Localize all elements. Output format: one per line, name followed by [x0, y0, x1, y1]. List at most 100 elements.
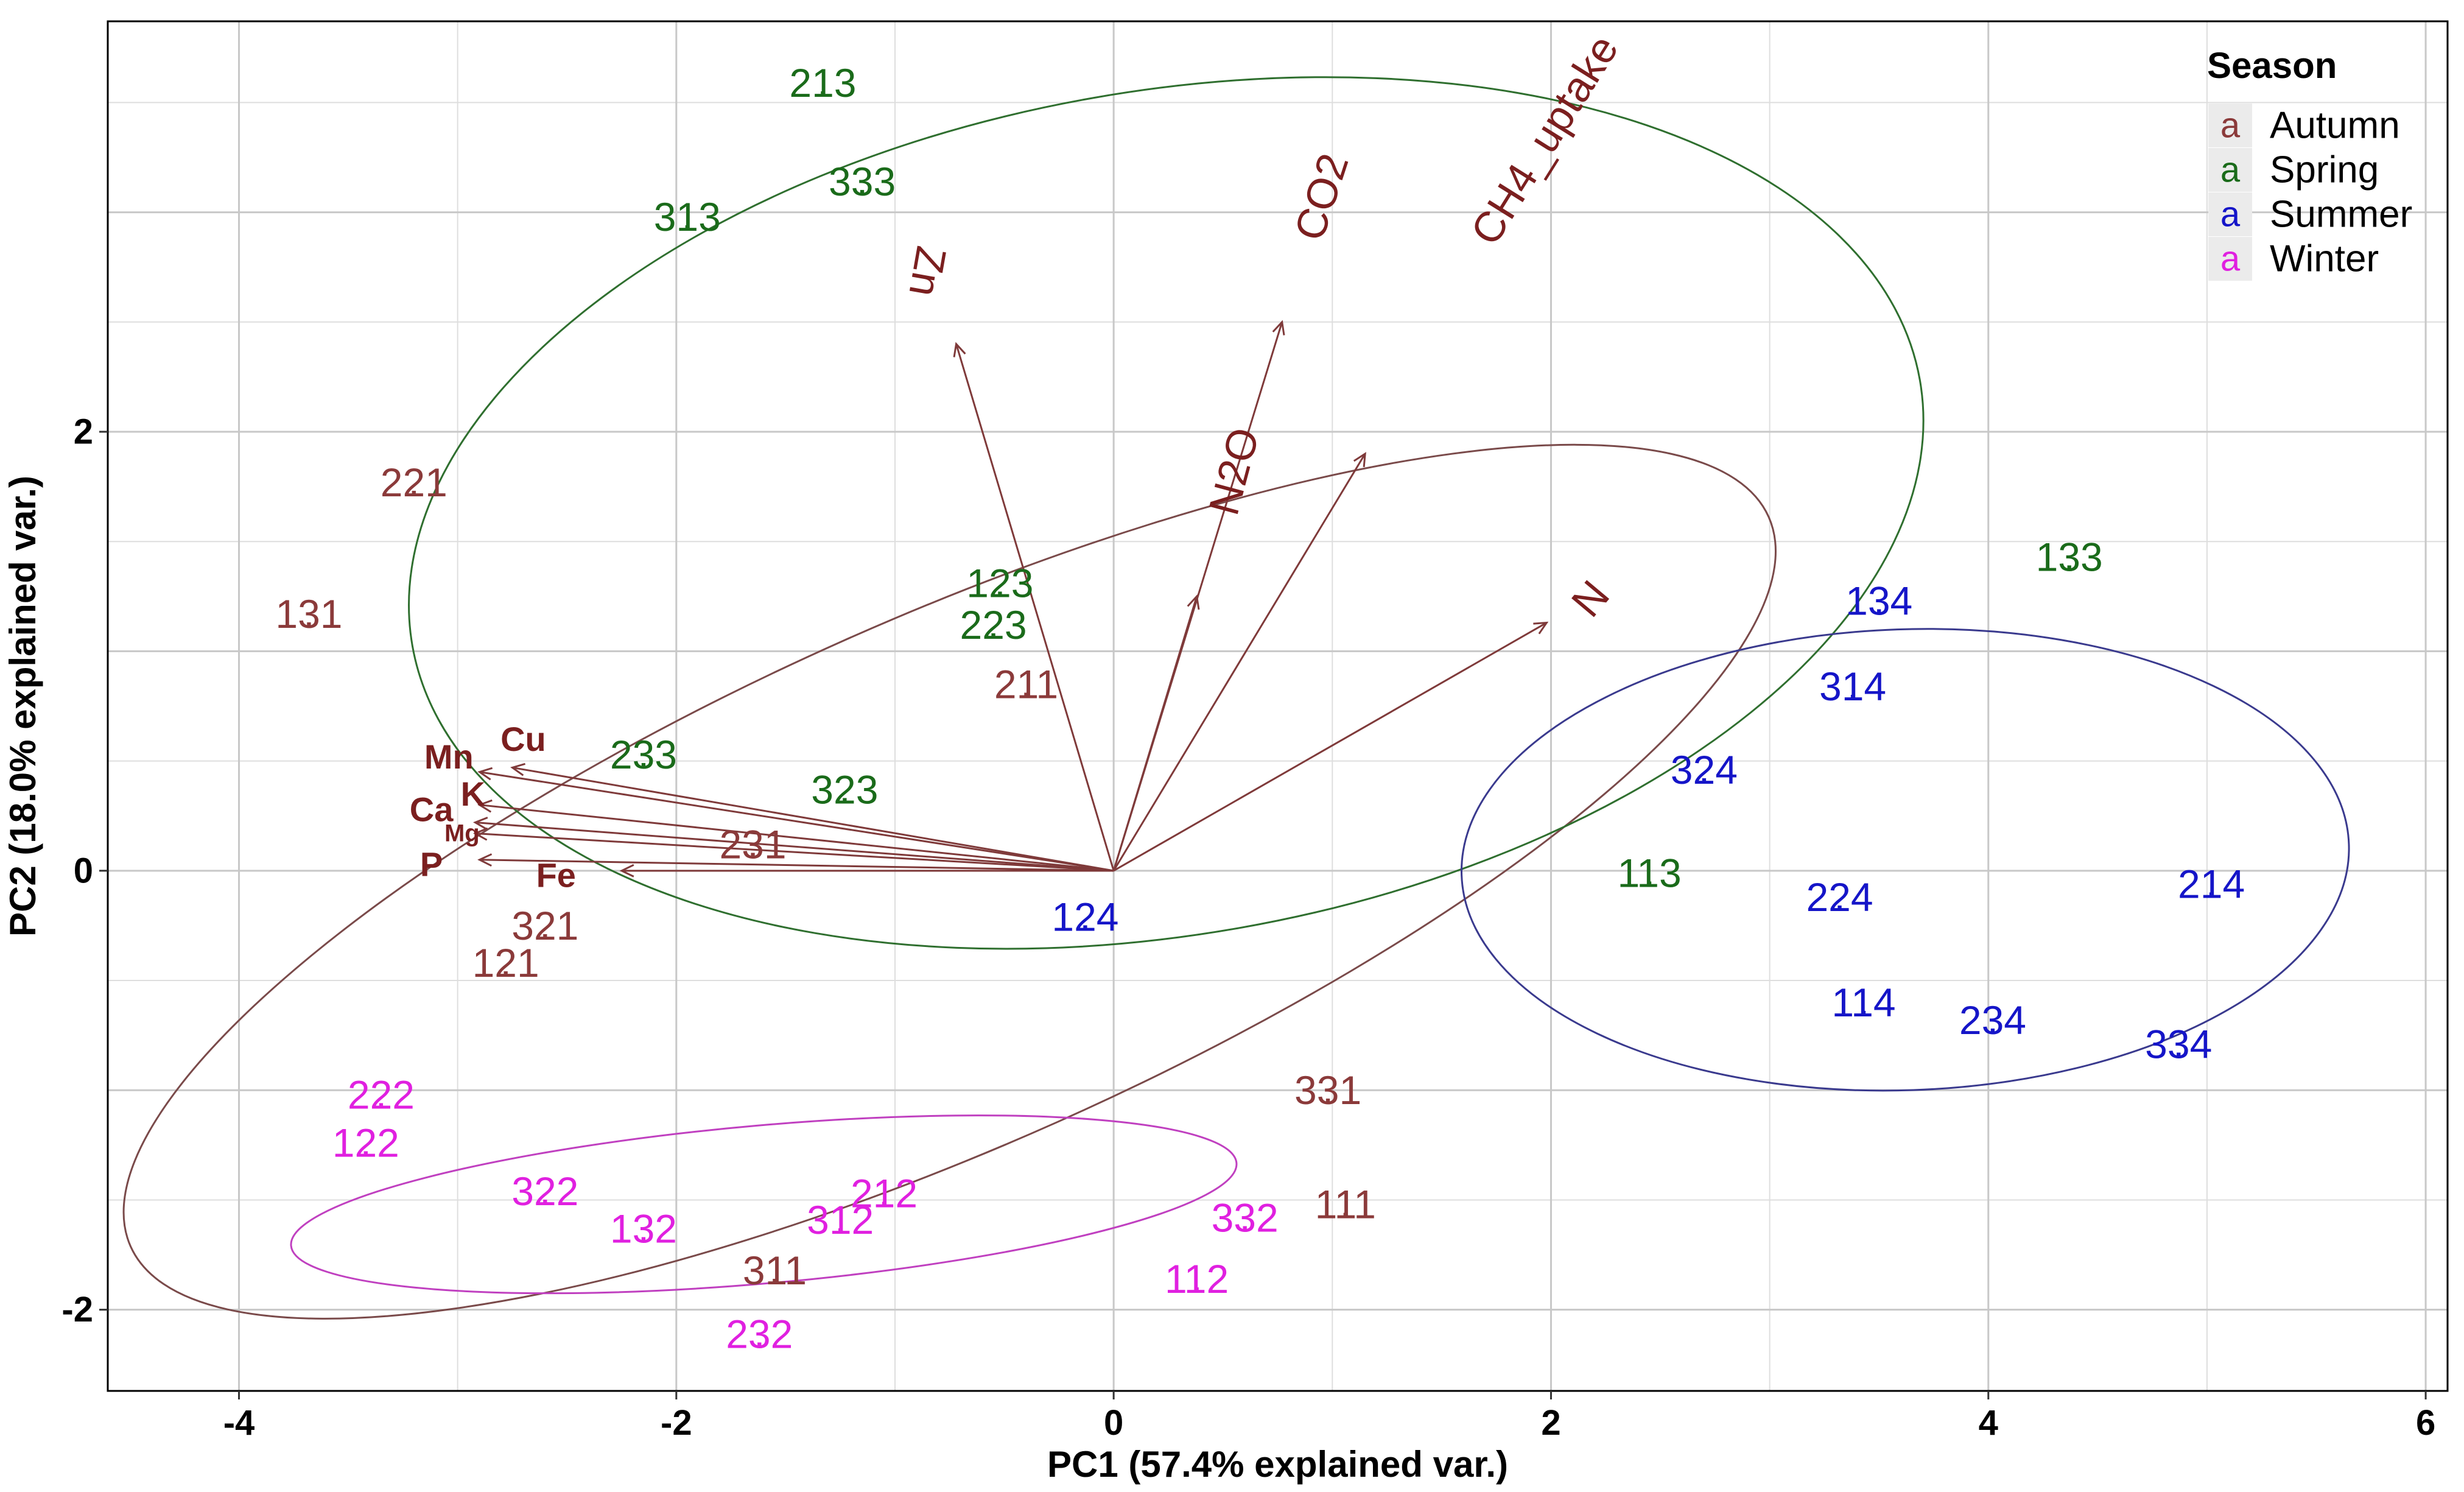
point-label-112: 112 — [1165, 1256, 1229, 1301]
point-marker: . — [539, 902, 550, 947]
point-marker: . — [1644, 849, 1655, 894]
point-label-333: 333 — [829, 159, 896, 204]
point-marker: . — [1079, 893, 1090, 938]
point-marker: . — [500, 939, 511, 984]
loading-label-mn: Mn — [424, 737, 474, 776]
loading-arrow-k — [479, 804, 1114, 872]
point-marker: . — [754, 1310, 765, 1355]
point-marker: . — [2206, 860, 2217, 905]
point-marker: . — [638, 1205, 649, 1250]
point-marker: . — [1239, 1194, 1250, 1239]
legend-label-spring: Spring — [2270, 149, 2379, 191]
arrowhead-fe — [619, 864, 634, 878]
legend-glyph-winter: a — [2220, 239, 2241, 279]
legend-glyph-summer: a — [2220, 195, 2241, 234]
loading-label-n: N — [1562, 571, 1618, 625]
point-marker: . — [638, 731, 649, 776]
axes: -4 -2 0 2 4 6 -2 0 2 — [61, 412, 2435, 1443]
y-tick-label: 0 — [74, 851, 93, 890]
legend-glyph-spring: a — [2220, 150, 2241, 190]
loading-arrow-n — [1113, 622, 1548, 872]
point-marker: . — [409, 459, 419, 504]
point-marker: . — [303, 590, 314, 635]
y-axis-title: PC2 (18.0% explained var.) — [2, 476, 43, 937]
point-marker: . — [879, 1170, 890, 1215]
loading-arrow-mg — [475, 832, 1114, 872]
point-marker: . — [1834, 873, 1845, 918]
x-tick-label: -4 — [223, 1403, 255, 1443]
confidence-ellipses — [122, 76, 2350, 1320]
point-label-122: 122 — [332, 1121, 399, 1166]
point-label-222: 222 — [348, 1072, 415, 1117]
point-label-211: 211 — [994, 661, 1058, 706]
point-label-123: 123 — [966, 561, 1033, 606]
loading-arrow-ch4_uptake — [1112, 453, 1366, 871]
point-label-323: 323 — [811, 767, 878, 812]
arrowhead-mn — [477, 767, 493, 781]
arrowhead-cu — [510, 762, 526, 776]
legend-title: Season — [2207, 45, 2337, 86]
point-label-124: 124 — [1051, 895, 1118, 940]
legend-label-winter: Winter — [2270, 238, 2379, 280]
loading-label-p: P — [420, 845, 443, 884]
gridlines — [108, 21, 2448, 1391]
point-label-232: 232 — [726, 1311, 793, 1356]
arrowhead-p — [477, 853, 493, 867]
legend-key-autumn — [2208, 104, 2252, 147]
legend-label-autumn: Autumn — [2270, 105, 2400, 147]
point-label-233: 233 — [610, 732, 677, 777]
point-marker: . — [1020, 660, 1031, 705]
ellipse-autumn — [122, 443, 1777, 1320]
point-label-131: 131 — [275, 591, 342, 636]
point-label-134: 134 — [1845, 579, 1912, 624]
point-label-334: 334 — [2145, 1022, 2212, 1067]
point-label-313: 313 — [654, 194, 721, 239]
ellipse-spring — [408, 76, 1925, 950]
point-label-322: 322 — [511, 1169, 578, 1214]
point-marker: . — [1191, 1255, 1202, 1300]
y-tick-label: -2 — [61, 1290, 93, 1329]
point-marker: . — [769, 1247, 780, 1292]
loading-label-k: K — [461, 775, 485, 813]
legend-label-summer: Summer — [2270, 194, 2412, 236]
loading-arrow-ca — [475, 822, 1114, 872]
loading-label-ch4_uptake: CH4_uptake — [1461, 27, 1627, 253]
point-label-231: 231 — [719, 822, 786, 867]
arrowhead-zn — [953, 342, 966, 357]
x-tick-label: 2 — [1541, 1403, 1560, 1443]
point-marker: . — [817, 59, 828, 104]
legend-key-spring — [2208, 148, 2252, 192]
point-label-214: 214 — [2178, 861, 2245, 906]
loading-arrow-cu — [512, 766, 1114, 872]
point-label-213: 213 — [789, 60, 856, 105]
point-label-132: 132 — [610, 1206, 677, 1251]
point-label-312: 312 — [807, 1197, 874, 1242]
point-label-224: 224 — [1806, 874, 1873, 920]
point-marker: . — [1987, 996, 1998, 1041]
loading-arrow-p — [479, 859, 1114, 872]
loading-arrow-zn — [955, 343, 1115, 871]
point-marker: . — [682, 193, 693, 238]
legend-key-winter — [2208, 237, 2252, 281]
ellipse-winter — [290, 1114, 1238, 1295]
point-marker: . — [2063, 533, 2074, 578]
loading-label-cu: Cu — [500, 720, 546, 758]
point-label-321: 321 — [511, 903, 578, 948]
point-label-324: 324 — [1671, 747, 1738, 792]
point-label-111: 111 — [1315, 1182, 1376, 1227]
loading-label-fe: Fe — [536, 856, 576, 895]
point-label-332: 332 — [1212, 1195, 1279, 1240]
point-marker: . — [360, 1119, 371, 1164]
legend-key-summer — [2208, 192, 2252, 236]
point-marker: . — [857, 158, 868, 203]
legend-glyph-autumn: a — [2220, 106, 2241, 146]
point-marker: . — [835, 1196, 846, 1241]
point-marker: . — [994, 560, 1005, 605]
loading-label-ca: Ca — [410, 790, 454, 828]
arrowhead-n — [1533, 621, 1549, 635]
point-label-331: 331 — [1294, 1068, 1361, 1113]
loading-arrow-n2o — [1112, 596, 1198, 871]
